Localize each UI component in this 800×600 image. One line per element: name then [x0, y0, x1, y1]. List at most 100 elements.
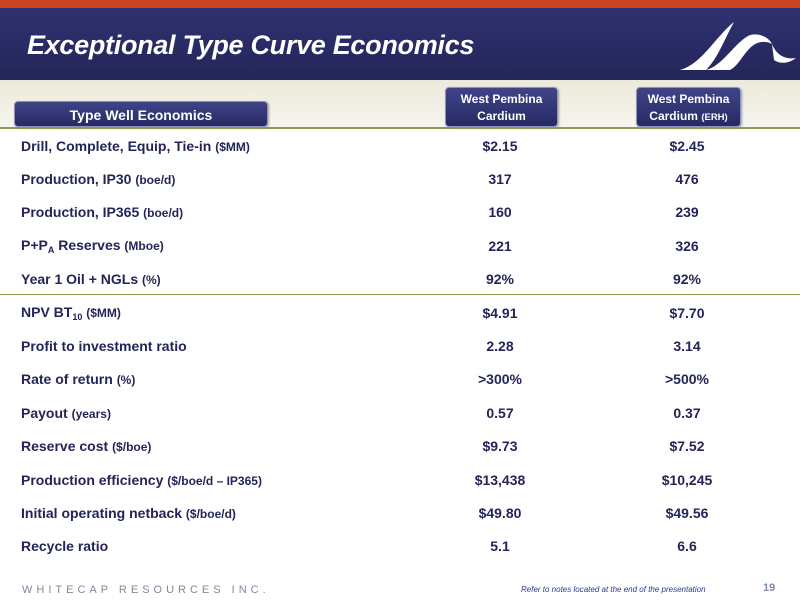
value-west-pembina-cardium: 5.1 [490, 538, 510, 555]
value-west-pembina-cardium: $2.15 [482, 137, 518, 154]
row-label-text: Initial operating netback [21, 504, 186, 521]
value-west-pembina-cardium-erh: 239 [675, 204, 699, 221]
row-label-text: Recycle ratio [21, 538, 109, 555]
table-row: Year 1 Oil + NGLs (%) 92% 92% [0, 263, 800, 296]
top-accent-stripe [0, 0, 800, 8]
row-padding [774, 430, 800, 463]
row-label-text: Profit to investment ratio [21, 338, 187, 355]
row-padding [774, 196, 800, 229]
row-label: Initial operating netback ($/boe/d) [0, 496, 400, 529]
row-label-text: Rate of return [21, 371, 117, 388]
value-west-pembina-cardium-erh: $2.45 [669, 137, 705, 154]
row-label-subscript: A [47, 244, 55, 255]
economics-table-body: Drill, Complete, Equip, Tie-in ($MM) $2.1… [0, 129, 800, 563]
row-label-text: NPV BT [21, 303, 73, 320]
column-header-line1: West Pembina [647, 92, 730, 106]
row-label: Year 1 Oil + NGLs (%) [0, 263, 400, 296]
value-west-pembina-cardium: 160 [488, 204, 512, 221]
row-label-text: Production efficiency [21, 471, 168, 488]
row-label: Production efficiency ($/boe/d – IP365) [0, 463, 400, 496]
economics-table: Drill, Complete, Equip, Tie-in ($MM) $2.1… [0, 129, 800, 563]
value-west-pembina-cardium: 221 [488, 237, 512, 254]
page-number: 19 [763, 582, 776, 594]
value-west-pembina-cardium: 92% [485, 271, 515, 288]
value-west-pembina-cardium-erh: 6.6 [677, 538, 697, 555]
row-label: Production, IP365 (boe/d) [0, 196, 400, 229]
row-padding [774, 363, 800, 396]
slide-header: Exceptional Type Curve Economics [0, 8, 800, 80]
row-padding [774, 296, 800, 329]
table-row: Production, IP365 (boe/d) 160 239 [0, 196, 800, 229]
row-padding [774, 162, 800, 195]
row-label-subscript: 10 [72, 311, 83, 322]
row-label-text: Year 1 Oil + NGLs [21, 271, 143, 288]
column-header-line2: Cardium [477, 109, 526, 123]
row-label: Reserve cost ($/boe) [0, 430, 400, 463]
column-header-line2: Cardium (ERH) [637, 108, 740, 126]
value-west-pembina-cardium-erh: $49.56 [665, 504, 709, 521]
row-label-unit: ($MM) [215, 139, 250, 154]
table-section-divider [0, 294, 800, 295]
row-label-unit: ($MM) [86, 305, 121, 320]
row-label-unit: (boe/d) [143, 206, 184, 221]
value-west-pembina-cardium-erh: $10,245 [661, 471, 713, 488]
value-west-pembina-cardium: $4.91 [482, 304, 518, 321]
row-label: Profit to investment ratio [0, 329, 400, 362]
row-label-unit: (years) [71, 406, 111, 421]
row-padding [774, 396, 800, 429]
row-padding [774, 496, 800, 529]
value-west-pembina-cardium: 2.28 [486, 338, 514, 355]
column-header-west-pembina-cardium: West Pembina Cardium [445, 87, 558, 127]
value-west-pembina-cardium-erh: 326 [675, 237, 699, 254]
table-row: Rate of return (%) >300% >500% [0, 363, 800, 396]
row-label: Production, IP30 (boe/d) [0, 162, 400, 195]
column-header-line1: West Pembina [460, 92, 543, 106]
table-row: Payout (years) 0.57 0.37 [0, 396, 800, 429]
value-west-pembina-cardium: $9.73 [482, 438, 518, 455]
value-west-pembina-cardium-erh: 476 [675, 171, 699, 188]
value-west-pembina-cardium-erh: $7.52 [669, 438, 705, 455]
slide-title: Exceptional Type Curve Economics [27, 30, 475, 60]
value-west-pembina-cardium-erh: $7.70 [669, 304, 705, 321]
row-padding [774, 229, 800, 262]
row-label: Drill, Complete, Equip, Tie-in ($MM) [0, 129, 400, 162]
value-west-pembina-cardium-erh: 0.37 [673, 404, 701, 421]
row-label: Payout (years) [0, 396, 400, 429]
column-header-west-pembina-cardium-erh: West Pembina Cardium (ERH) [636, 87, 741, 127]
table-row: Reserve cost ($/boe) $9.73 $7.52 [0, 430, 800, 463]
table-row: Production, IP30 (boe/d) 317 476 [0, 162, 800, 195]
row-label-unit: (%) [142, 273, 161, 288]
table-row: Production efficiency ($/boe/d – IP365) $… [0, 463, 800, 496]
row-label-unit: ($/boe/d – IP365) [167, 473, 262, 488]
company-name: WHITECAP RESOURCES INC. [22, 584, 270, 596]
table-row: Profit to investment ratio 2.28 3.14 [0, 329, 800, 362]
row-padding [774, 530, 800, 563]
row-label-unit: (boe/d) [135, 173, 176, 188]
row-padding [774, 263, 800, 296]
table-row: Initial operating netback ($/boe/d) $49.8… [0, 496, 800, 529]
row-label-unit: (Mboe) [124, 238, 164, 253]
row-label-text: Payout [21, 404, 72, 421]
value-west-pembina-cardium: $13,438 [474, 471, 526, 488]
row-label-text: Reserve cost [21, 438, 113, 455]
row-label-unit: ($/boe) [112, 440, 152, 455]
row-label-text: Production, IP365 [21, 204, 144, 221]
value-west-pembina-cardium-erh: 3.14 [673, 338, 701, 355]
row-label: Rate of return (%) [0, 363, 400, 396]
table-row: Drill, Complete, Equip, Tie-in ($MM) $2.1… [0, 129, 800, 162]
value-west-pembina-cardium: >300% [478, 371, 522, 388]
row-label-unit: ($/boe/d) [185, 506, 236, 521]
wave-logo-icon [680, 22, 796, 70]
row-label-text: P+P [21, 236, 48, 253]
row-padding [774, 129, 800, 162]
value-west-pembina-cardium: 0.57 [486, 404, 514, 421]
column-header-line2-text: Cardium [649, 109, 698, 123]
section-label-type-well-economics: Type Well Economics [14, 101, 268, 127]
row-padding [774, 329, 800, 362]
row-label-text: Drill, Complete, Equip, Tie-in [21, 137, 216, 154]
value-west-pembina-cardium-erh: >500% [665, 371, 709, 388]
table-top-rule [0, 127, 800, 129]
table-row: NPV BT10 ($MM) $4.91 $7.70 [0, 296, 800, 329]
column-header-note: (ERH) [701, 112, 728, 123]
row-padding [774, 463, 800, 496]
